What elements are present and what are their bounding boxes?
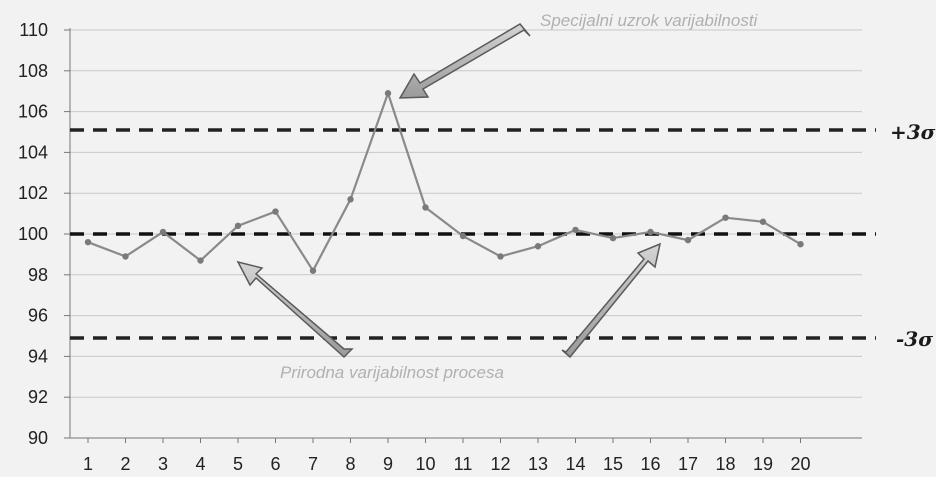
y-tick-labels: 90 92 94 96 98 100 102 104 106 108 110 [18, 20, 48, 448]
annotation-natural-variability: Prirodna varijabilnost procesa [280, 363, 504, 382]
data-points [84, 90, 804, 274]
y-tick-label: 92 [28, 387, 48, 407]
annotation-special-cause: Specijalni uzrok varijabilnosti [540, 11, 759, 30]
y-tick-label: 94 [28, 346, 48, 366]
gridlines [70, 29, 862, 398]
series-lines [87, 92, 802, 272]
series-segment [500, 245, 539, 258]
arrow-special-cause [398, 23, 531, 99]
x-tick-label: 10 [415, 454, 435, 474]
y-tick-label: 96 [28, 306, 48, 326]
x-tick-label: 12 [490, 454, 510, 474]
data-point [272, 208, 279, 215]
x-tick-label: 15 [603, 454, 623, 474]
upper-control-limit-label: +3σ [890, 120, 936, 144]
data-point [572, 226, 579, 234]
series-segment [162, 231, 202, 262]
y-tick-label: 106 [18, 102, 48, 122]
reference-lines [70, 128, 876, 340]
x-tick-label: 16 [640, 454, 660, 474]
series-segment [762, 220, 802, 246]
x-tick-label: 2 [120, 454, 130, 474]
data-point [459, 232, 467, 240]
x-tick-label: 19 [753, 454, 773, 474]
y-tick-label: 110 [19, 20, 48, 40]
series-segment [575, 228, 614, 240]
data-point [234, 222, 242, 230]
data-point [609, 234, 617, 242]
series-segment [199, 225, 239, 262]
x-tick-label: 9 [383, 454, 393, 474]
series-segment [274, 210, 314, 272]
x-tick-label: 4 [195, 454, 205, 474]
data-point [797, 241, 804, 248]
data-point [309, 267, 317, 274]
y-tick-label: 108 [18, 61, 48, 81]
y-tick-label: 90 [28, 428, 48, 448]
x-tick-label: 18 [715, 454, 735, 474]
series-segment [650, 230, 689, 242]
data-point [497, 253, 504, 260]
y-tick-label: 102 [18, 183, 48, 203]
x-tick-label: 11 [454, 454, 473, 474]
series-segment [386, 92, 427, 208]
y-tick-label: 104 [18, 142, 48, 162]
x-tick-label: 6 [270, 454, 280, 474]
annotation-arrows [236, 23, 662, 359]
series-segment [725, 216, 764, 223]
data-point [159, 228, 167, 236]
x-tick-label: 1 [83, 454, 93, 474]
data-point [722, 214, 729, 221]
series-segment [462, 235, 502, 258]
x-tick-labels: 1 2 3 4 5 6 7 8 9 10 11 12 13 14 15 16 17 18 19 20 [83, 454, 811, 474]
series-segment [537, 228, 576, 248]
lower-control-limit-label: -3σ [896, 327, 933, 351]
x-tick-label: 5 [233, 454, 243, 474]
x-tick-label: 14 [565, 454, 585, 474]
series-segment [124, 231, 164, 258]
series-segment [349, 92, 390, 200]
arrow-natural-left [236, 260, 354, 359]
data-point [534, 243, 542, 250]
series-segment [237, 210, 276, 227]
x-tick-label: 17 [678, 454, 698, 474]
series-segment [87, 241, 126, 258]
data-point [84, 238, 92, 246]
data-point [347, 196, 354, 203]
data-point [422, 204, 429, 211]
x-tick-label: 13 [528, 454, 548, 474]
arrow-natural-right [561, 242, 662, 359]
series-segment [424, 206, 464, 237]
data-point [759, 218, 767, 225]
data-point [384, 90, 392, 97]
series-segment [312, 198, 352, 272]
x-tick-label: 7 [308, 454, 318, 474]
x-tick-label: 8 [345, 454, 355, 474]
series-segment [687, 216, 727, 242]
x-tick-label: 20 [790, 454, 810, 474]
data-point [647, 228, 654, 236]
x-tick-label: 3 [158, 454, 168, 474]
data-point [122, 253, 129, 260]
series-segment [612, 230, 651, 240]
y-tick-label: 100 [18, 224, 48, 244]
data-point [197, 257, 204, 264]
y-tick-label: 98 [28, 265, 48, 285]
data-point [684, 236, 692, 244]
